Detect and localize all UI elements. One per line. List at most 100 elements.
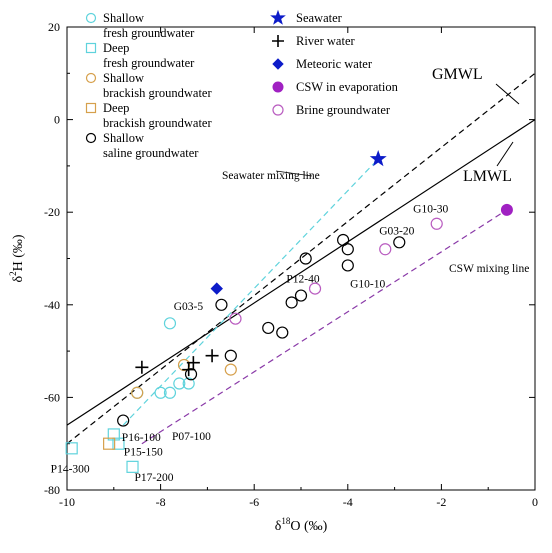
- seawater-mixing-line: [122, 158, 379, 426]
- meteoric-water-point: [210, 282, 223, 295]
- legend-meteoric-water-label: Meteoric water: [296, 57, 373, 71]
- x-axis-title-sup: 18: [281, 516, 291, 526]
- river-water-point: [205, 349, 219, 363]
- x-axis-title-rest: O (‰): [290, 519, 327, 534]
- annotation-p12-40: P12-40: [286, 273, 319, 285]
- deep-fresh-groundwater-point: [65, 442, 78, 455]
- legend-shallow-saline-groundwater-label: Shallow: [103, 131, 144, 145]
- gmwl-pointer: [495, 83, 520, 105]
- river-water-point: [135, 360, 149, 374]
- shallow-saline-groundwater-point: [224, 349, 237, 362]
- legend-brine-groundwater-marker: [272, 104, 284, 116]
- legend-shallow-brackish-groundwater-label: brackish groundwater: [103, 86, 212, 100]
- y-tick-label: -60: [44, 390, 60, 404]
- lmwl: [66, 119, 536, 426]
- legend-shallow-saline-groundwater-marker: [85, 132, 97, 144]
- shallow-saline-groundwater-point: [262, 321, 275, 335]
- y-tick-label: -80: [44, 483, 60, 497]
- legend-csw-in-evaporation-marker: [272, 81, 284, 93]
- legend-brine-groundwater-label: Brine groundwater: [296, 103, 391, 117]
- reference-lines: [66, 72, 536, 445]
- csw-mixing-line: [141, 209, 508, 445]
- shallow-brackish-groundwater-point: [131, 386, 144, 399]
- shallow-saline-groundwater-point: [215, 298, 228, 311]
- deep-fresh-groundwater-point: [107, 428, 120, 441]
- shallow-saline-groundwater-point: [276, 326, 289, 339]
- gmwl-label: GMWL: [432, 66, 483, 83]
- seawater-mixing-label: Seawater mixing line: [222, 170, 320, 182]
- brine-groundwater-point: [430, 217, 443, 230]
- y-axis-title-sup: 2: [8, 271, 18, 276]
- csw-mixing-label: CSW mixing line: [449, 263, 529, 275]
- legend-shallow-brackish-groundwater-marker: [85, 72, 97, 84]
- deep-fresh-groundwater-point: [112, 437, 125, 450]
- legend-shallow-brackish-groundwater-label: Shallow: [103, 71, 144, 85]
- y-tick-label: -40: [44, 298, 60, 312]
- river-water-point: [186, 356, 200, 370]
- y-axis-title: δ2H (‰): [8, 234, 26, 282]
- seawater-point: [369, 150, 387, 167]
- y-tick-label: -20: [44, 205, 60, 219]
- seawater-mixing-pointer: [275, 170, 313, 177]
- x-axis-title: δ18O (‰): [275, 516, 328, 534]
- y-tick-label: 20: [48, 20, 60, 34]
- legend-deep-brackish-groundwater-label: brackish groundwater: [103, 116, 212, 130]
- brine-groundwater-point: [379, 243, 392, 256]
- annotation-p16-100: P16-100: [122, 432, 161, 444]
- annotation-p15-150: P15-150: [124, 447, 163, 459]
- shallow-fresh-groundwater-point: [154, 386, 167, 399]
- annotation-p17-200: P17-200: [135, 472, 174, 484]
- shallow-saline-groundwater-point: [294, 289, 308, 302]
- x-tick-label: -2: [436, 495, 446, 509]
- brine-groundwater-point: [308, 282, 322, 295]
- shallow-saline-groundwater-point: [285, 296, 298, 309]
- shallow-brackish-groundwater-point: [177, 358, 191, 372]
- annotation-g10-30: G10-30: [413, 203, 448, 215]
- legend-deep-brackish-groundwater-marker: [85, 102, 97, 114]
- annotation-g03-20: G03-20: [379, 226, 414, 238]
- legend-shallow-fresh-groundwater-label: fresh groundwater: [103, 26, 195, 40]
- csw-in-evaporation-point: [500, 203, 513, 216]
- annotation-g03-5: G03-5: [174, 301, 204, 313]
- shallow-fresh-groundwater-point: [182, 377, 195, 390]
- x-tick-label: -8: [156, 495, 166, 509]
- x-tick-label: 0: [532, 495, 538, 509]
- legend-deep-fresh-groundwater-marker: [85, 42, 97, 54]
- annotation-p07-100: P07-100: [172, 431, 211, 443]
- data-points: [65, 150, 513, 473]
- legend-deep-fresh-groundwater-label: Deep: [103, 41, 129, 55]
- legend-shallow-fresh-groundwater-marker: [85, 12, 97, 24]
- river-water-point: [182, 363, 196, 377]
- deep-fresh-groundwater-point: [126, 460, 139, 473]
- x-tick-label: -4: [343, 495, 353, 509]
- brine-groundwater-point: [229, 312, 242, 325]
- shallow-saline-groundwater-point: [341, 259, 354, 272]
- shallow-fresh-groundwater-point: [163, 317, 177, 330]
- shallow-saline-groundwater-point: [299, 252, 312, 265]
- deep-brackish-groundwater-point: [103, 437, 116, 450]
- y-axis-title-group: δ2H (‰): [8, 234, 26, 282]
- annotation-p14-300: P14-300: [51, 464, 90, 476]
- legend-deep-fresh-groundwater-label: fresh groundwater: [103, 56, 195, 70]
- legend-meteoric-water-marker: [272, 58, 284, 70]
- legend-river-water-label: River water: [296, 34, 355, 48]
- shallow-brackish-groundwater-point: [224, 363, 237, 376]
- shallow-saline-groundwater-point: [184, 368, 198, 381]
- shallow-saline-groundwater-point: [393, 236, 406, 249]
- legend-seawater-marker: [270, 9, 286, 25]
- lmwl-label: LMWL: [463, 168, 512, 185]
- shallow-fresh-groundwater-point: [163, 386, 177, 399]
- legend-shallow-saline-groundwater-label: saline groundwater: [103, 146, 199, 160]
- shallow-fresh-groundwater-point: [173, 377, 186, 390]
- shallow-saline-groundwater-point: [341, 243, 354, 256]
- legend-csw-in-evaporation-label: CSW in evaporation: [296, 80, 399, 94]
- legend-shallow-fresh-groundwater-label: Shallow: [103, 11, 144, 25]
- legend-deep-brackish-groundwater-label: Deep: [103, 101, 129, 115]
- x-tick-label: -10: [59, 495, 75, 509]
- shallow-saline-groundwater-point: [117, 414, 130, 427]
- lmwl-pointer: [496, 141, 514, 167]
- legend-river-water-marker: [272, 35, 284, 47]
